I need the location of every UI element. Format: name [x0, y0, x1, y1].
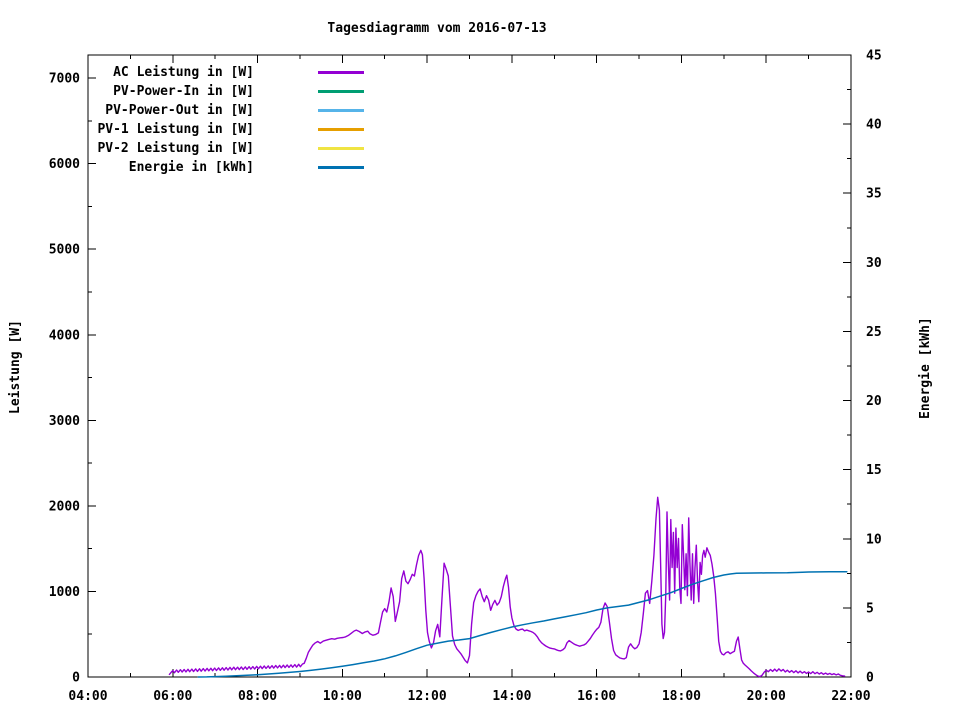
legend: AC Leistung in [W] PV-Power-In in [W] PV-P… [96, 63, 364, 177]
chart-title: Tagesdiagramm vom 2016-07-13 [327, 21, 547, 36]
x-tick-label: 14:00 [492, 689, 531, 704]
y-left-tick-label: 0 [72, 671, 80, 686]
legend-label: PV-2 Leistung in [W] [97, 141, 254, 156]
legend-color-sample [318, 90, 364, 93]
legend-item: AC Leistung in [W] [96, 63, 364, 82]
y-right-tick-label: 20 [866, 394, 882, 409]
legend-item: PV-1 Leistung in [W] [96, 120, 364, 139]
x-tick-label: 08:00 [238, 689, 277, 704]
legend-label: Energie in [kWh] [128, 160, 254, 175]
y-right-tick-label: 25 [866, 325, 882, 340]
y-left-tick-label: 2000 [49, 499, 80, 514]
x-tick-label: 06:00 [153, 689, 192, 704]
y-right-tick-label: 35 [866, 187, 882, 202]
y-right-tick-label: 15 [866, 463, 882, 478]
y-left-tick-label: 7000 [49, 72, 80, 87]
legend-item: PV-Power-In in [W] [96, 82, 364, 101]
y-right-tick-label: 45 [866, 49, 882, 64]
series-energie-in-kwh [197, 570, 848, 678]
legend-label: PV-Power-In in [W] [113, 84, 254, 99]
y-left-tick-label: 5000 [49, 243, 80, 258]
legend-color-sample [318, 71, 364, 74]
y-right-tick-label: 5 [866, 601, 874, 616]
y-left-tick-label: 6000 [49, 157, 80, 172]
y-right-tick-label: 40 [866, 118, 882, 133]
y-left-tick-label: 3000 [49, 414, 80, 429]
y-right-tick-label: 30 [866, 256, 882, 271]
x-tick-label: 12:00 [408, 689, 447, 704]
x-tick-label: 10:00 [323, 689, 362, 704]
legend-label: AC Leistung in [W] [113, 65, 254, 80]
y-left-tick-label: 4000 [49, 328, 80, 343]
series-ac-leistung-in-w [168, 496, 846, 678]
legend-color-sample [318, 166, 364, 169]
x-tick-label: 20:00 [747, 689, 786, 704]
legend-item: Energie in [kWh] [96, 158, 364, 177]
legend-color-sample [318, 109, 364, 112]
legend-label: PV-Power-Out in [W] [105, 103, 254, 118]
x-tick-label: 04:00 [68, 689, 107, 704]
legend-label: PV-1 Leistung in [W] [97, 122, 254, 137]
y-left-tick-label: 1000 [49, 585, 80, 600]
y-right-tick-label: 0 [866, 671, 874, 686]
legend-color-sample [318, 147, 364, 150]
legend-item: PV-2 Leistung in [W] [96, 139, 364, 158]
x-tick-label: 22:00 [831, 689, 870, 704]
y-right-tick-label: 10 [866, 532, 882, 547]
legend-item: PV-Power-Out in [W] [96, 101, 364, 120]
legend-color-sample [318, 128, 364, 131]
x-tick-label: 18:00 [662, 689, 701, 704]
x-tick-label: 16:00 [577, 689, 616, 704]
